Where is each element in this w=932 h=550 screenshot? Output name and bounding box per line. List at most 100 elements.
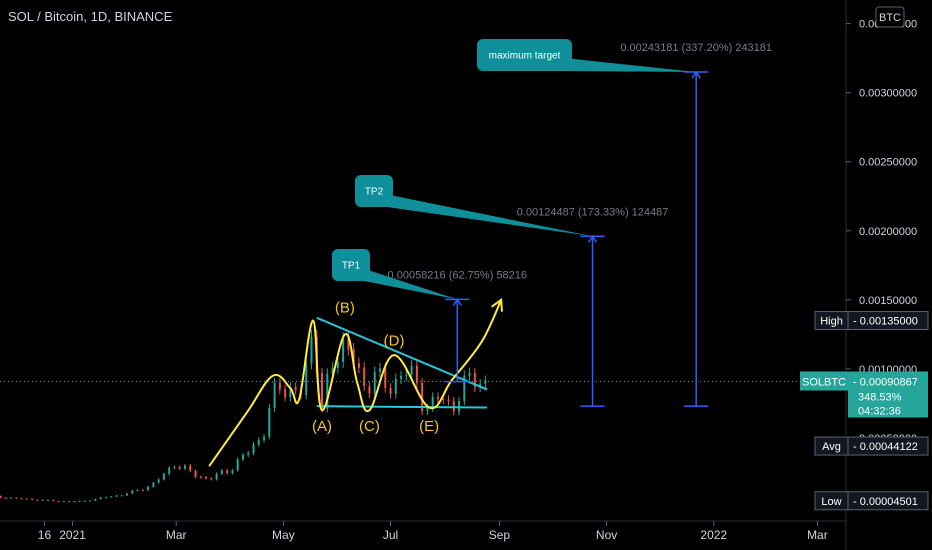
candle-body (226, 470, 229, 474)
low-marker-value: - 0.00004501 (853, 496, 918, 508)
candle-body (110, 496, 113, 498)
wave-label: (B) (335, 299, 355, 316)
price-tick-label: 0.00250000 (859, 157, 917, 169)
candle-body (205, 477, 208, 479)
candle-body (120, 495, 123, 497)
candle-body (173, 467, 176, 469)
candle-body (368, 386, 371, 394)
candle-body (131, 490, 134, 494)
triangle-pattern (316, 316, 488, 409)
avg-marker-label: Avg (822, 441, 841, 453)
candle-body (10, 497, 13, 499)
candle-body (468, 373, 471, 376)
candle-body (147, 486, 150, 491)
candle-body (305, 363, 308, 395)
candle-body (83, 500, 86, 502)
candle-body (162, 473, 165, 480)
candle-body (473, 373, 476, 388)
candle-body (384, 368, 387, 388)
currency-badge-frame (875, 6, 905, 28)
price-tick-label: 0.00200000 (859, 226, 917, 238)
candle-body (220, 470, 223, 474)
candle-body (62, 501, 65, 503)
candle-body (458, 401, 461, 412)
candle-body (210, 478, 213, 480)
currency-badge[interactable]: BTC (875, 6, 905, 28)
candle-body (463, 375, 466, 402)
callout-label: maximum target (489, 51, 561, 62)
wave-path (208, 298, 503, 467)
candle-body (363, 367, 366, 387)
wave-label: (E) (419, 418, 439, 435)
candle-body (183, 465, 186, 469)
candle-body (263, 436, 266, 441)
candle-body (99, 497, 102, 499)
candle-body (247, 453, 250, 455)
candle-body (273, 382, 276, 408)
target-range-readout: 0.00124487 (173.33%) 124487 (517, 206, 669, 218)
current-countdown: 04:32:36 (858, 406, 901, 418)
time-tick-label: 2021 (59, 528, 86, 542)
time-tick-label: Mar (166, 528, 187, 542)
wave-arrowhead (491, 297, 503, 312)
wave-path-layer (208, 297, 503, 467)
candle-body (252, 444, 255, 454)
high-marker-label: High (820, 316, 843, 328)
candle-body (257, 440, 260, 445)
candle-body (15, 497, 18, 499)
candle-body (31, 498, 34, 500)
low-marker-value-box (847, 491, 929, 511)
candle-body (415, 365, 418, 384)
candle-body (73, 501, 76, 503)
time-axis[interactable]: 16 2021 Mar May Jul Sep Nov 2022 Mar (38, 521, 828, 542)
triangle-lower-line (316, 405, 488, 409)
current-value-box (848, 371, 928, 418)
price-axis-markers: High - 0.00135000 SOLBTC - 0.00090867 348.53… (800, 311, 929, 511)
callout-box (477, 39, 572, 71)
target-range-readout: 0.00243181 (337.20%) 243181 (620, 42, 772, 54)
candle-body (278, 382, 281, 390)
candle-body (310, 336, 313, 364)
candle-body (394, 378, 397, 394)
candle-body (152, 482, 155, 487)
avg-marker-value-box (847, 436, 929, 456)
candle-body (389, 387, 392, 394)
candle-body (284, 389, 287, 398)
candle-body (336, 362, 339, 369)
current-value: - 0.00090867 (853, 377, 918, 389)
candle-body (41, 499, 44, 501)
time-tick-label: Sep (489, 528, 511, 542)
candle-body (241, 454, 244, 460)
candle-body (231, 470, 234, 474)
current-label-box (800, 371, 848, 391)
candle-body (294, 387, 297, 390)
candle-body (405, 374, 408, 377)
candle-body (104, 497, 107, 499)
callout-label: TP1 (342, 261, 361, 272)
candle-body (0, 496, 2, 498)
callout-label: TP2 (365, 187, 384, 198)
candle-body (68, 501, 71, 503)
wave-label: (A) (312, 418, 332, 435)
candle-body (136, 489, 139, 491)
high-marker-value-box (847, 311, 929, 331)
candle-body (321, 373, 324, 409)
candle-body (352, 349, 355, 364)
time-tick-label: May (272, 528, 295, 542)
candle-body (347, 338, 350, 350)
candle-body (447, 399, 450, 402)
time-tick-label: Mar (807, 528, 828, 542)
candle-body (378, 368, 381, 372)
candle-body (426, 407, 429, 412)
candle-body (46, 499, 49, 501)
wave-label: (D) (384, 332, 405, 349)
wave-label: (C) (359, 418, 380, 435)
callout-pointer (564, 58, 697, 72)
time-tick-label: 2022 (700, 528, 727, 542)
candle-body (157, 479, 160, 483)
time-tick-label: 16 (38, 528, 52, 542)
callout-box (355, 175, 393, 207)
candle-body (94, 498, 97, 501)
target-ranges: 0.00058216 (62.75%) 58216 0.00124487 (173… (388, 42, 772, 407)
